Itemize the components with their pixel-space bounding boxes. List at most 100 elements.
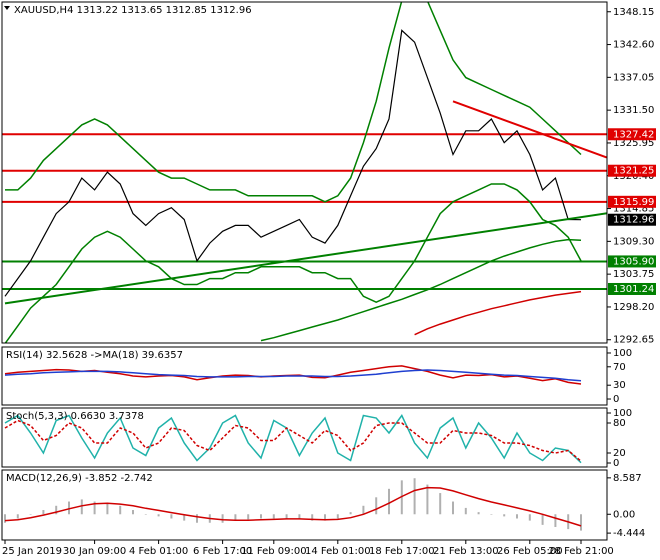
y-tick-label: 30 xyxy=(613,380,626,391)
trend-line xyxy=(452,100,607,159)
x-tick-label: 30 Jan 09:00 xyxy=(63,546,126,557)
x-tick-label: 28 Feb 21:00 xyxy=(548,546,614,557)
histogram-bar xyxy=(375,497,378,515)
x-tick-label: 21 Feb 13:00 xyxy=(433,546,499,557)
y-tick-label: 1337.05 xyxy=(613,72,654,83)
y-tick-label: 1309.30 xyxy=(613,236,654,247)
series-line xyxy=(4,369,582,382)
level-label: 1327.42 xyxy=(613,129,654,140)
histogram-bar xyxy=(196,514,198,523)
histogram-bar xyxy=(4,514,6,523)
level-label-box xyxy=(608,164,656,177)
y-tick-label: 8.587 xyxy=(613,473,642,484)
x-tick-label: 4 Feb 01:00 xyxy=(129,546,188,557)
histogram-bar xyxy=(528,514,531,521)
level-label: 1305.90 xyxy=(613,256,654,267)
series-line xyxy=(4,486,582,527)
x-tick-label: 6 Feb 17:00 xyxy=(193,546,252,557)
y-tick-label: 20 xyxy=(613,448,626,459)
panel-title: MACD(12,26,9) -3.852 -2.742 xyxy=(6,473,153,484)
series-line xyxy=(4,414,582,464)
series-line xyxy=(4,29,582,297)
histogram-bar xyxy=(93,501,96,515)
x-tick-label: 25 Jan 2019 xyxy=(2,546,62,557)
panel-title: XAUUSD,H4 1313.22 1313.65 1312.85 1312.9… xyxy=(14,5,252,16)
level-label-box xyxy=(608,195,656,208)
histogram-bar xyxy=(452,501,454,515)
histogram-bar xyxy=(349,512,352,515)
histogram-bar xyxy=(183,514,186,521)
histogram-bar xyxy=(516,514,518,519)
histogram-bar xyxy=(170,514,173,519)
histogram-bar xyxy=(272,514,275,519)
histogram-bar xyxy=(388,488,390,515)
series-line xyxy=(4,419,582,462)
histogram-bar xyxy=(503,514,506,517)
y-tick-label: 1348.15 xyxy=(613,7,654,18)
histogram-bar xyxy=(426,484,429,515)
panel-frame xyxy=(1,1,608,344)
histogram-bar xyxy=(464,507,467,515)
y-tick-label: 70 xyxy=(613,362,626,373)
panel-frame xyxy=(1,407,608,468)
y-tick-label: 100 xyxy=(613,408,632,419)
y-tick-label: 0 xyxy=(613,458,619,469)
histogram-bar xyxy=(106,503,109,515)
histogram-bar xyxy=(311,514,314,521)
panel-plot xyxy=(4,365,582,385)
last-price-box xyxy=(608,213,656,226)
panel-frame xyxy=(1,346,608,406)
menu-arrow xyxy=(4,6,10,10)
y-tick-label: 0 xyxy=(613,394,619,405)
histogram-bar xyxy=(285,514,288,519)
x-tick-label: 26 Feb 05:00 xyxy=(497,546,563,557)
y-tick-label: 1342.60 xyxy=(613,40,654,51)
histogram-bar xyxy=(221,514,224,523)
panel-plot xyxy=(2,2,607,343)
series-line xyxy=(414,290,582,336)
panel-title: RSI(14) 32.5628 ->MA(18) 39.6357 xyxy=(6,350,183,361)
histogram-bar xyxy=(413,478,416,515)
histogram-bar xyxy=(541,514,544,525)
histogram-bar xyxy=(490,514,493,515)
series-line xyxy=(260,238,582,342)
histogram-bar xyxy=(580,514,582,531)
histogram-bar xyxy=(260,514,262,519)
histogram-bar xyxy=(16,514,19,519)
last-price-label: 1312.96 xyxy=(613,215,654,226)
histogram-bar xyxy=(157,514,160,517)
y-tick-label: 1325.95 xyxy=(613,138,654,149)
panel-frame xyxy=(1,469,608,541)
panel-plot xyxy=(4,414,582,464)
histogram-bar xyxy=(234,514,237,521)
level-label: 1315.99 xyxy=(613,197,654,208)
level-label-box xyxy=(608,255,656,268)
histogram-bar xyxy=(362,505,365,515)
histogram-bar xyxy=(336,514,339,519)
histogram-bar xyxy=(29,514,32,515)
histogram-bar xyxy=(144,514,147,515)
histogram-bar xyxy=(477,512,480,515)
panel-plot xyxy=(4,478,582,531)
histogram-bar xyxy=(247,514,250,520)
panel-title: Stoch(5,3,3) 0.6630 3.7378 xyxy=(6,411,144,422)
histogram-bar xyxy=(132,510,134,515)
histogram-bar xyxy=(55,505,58,515)
histogram-bar xyxy=(68,501,70,515)
y-tick-label: 1314.85 xyxy=(613,204,654,215)
level-label: 1301.24 xyxy=(613,284,654,295)
level-label-box xyxy=(608,128,656,141)
y-tick-label: 1331.50 xyxy=(613,105,654,116)
histogram-bar xyxy=(324,514,326,521)
y-tick-label: 0.00 xyxy=(613,509,635,520)
trend-line xyxy=(4,212,607,305)
y-tick-label: 100 xyxy=(613,348,632,359)
x-tick-label: 14 Feb 01:00 xyxy=(305,546,371,557)
y-tick-label: -4.444 xyxy=(613,528,645,539)
level-label: 1321.25 xyxy=(613,166,654,177)
series-line xyxy=(5,2,582,203)
y-tick-label: 80 xyxy=(613,418,626,429)
histogram-bar xyxy=(80,499,83,515)
y-tick-label: 1298.20 xyxy=(613,302,654,313)
